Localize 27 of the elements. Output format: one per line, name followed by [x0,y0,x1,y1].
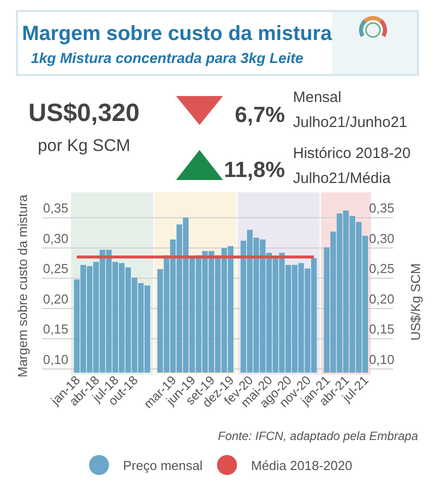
text: Histórico 2018-20 [293,145,411,162]
y2-axis-title: US$/Kg SCM [408,263,423,341]
legend-label: Média 2018-2020 [251,458,352,473]
y2-tick-label: 0,30 [369,230,394,246]
text: 11,8% [224,157,285,182]
y-tick-label: 0,30 [43,230,68,246]
y-tick-label: 0,10 [43,352,68,367]
y2-tick-label: 0,10 [369,352,394,367]
y-tick-label: 0,25 [43,261,68,276]
y-tick-label: 0,15 [43,322,68,337]
y2-tick-label: 0,20 [369,291,394,306]
y-axis-title: Margem sobre custo da mistura [15,194,30,378]
text: Julho21/Média [293,170,392,187]
y2-tick-label: 0,25 [369,261,394,276]
text: por Kg SCM [38,136,130,155]
y-tick-label: 0,35 [43,200,68,216]
y2-tick-label: 0,35 [369,200,394,216]
legend-label: Preço mensal [123,458,203,473]
chart-subtitle: 1kg Mistura concentrada para 3kg Leite [31,51,304,67]
source-note: Fonte: IFCN, adaptado pela Embrapa [218,429,418,443]
chart-title: Margem sobre custo da mistura [22,22,332,45]
text: Mensal [293,89,342,106]
text: Julho21/Junho21 [293,114,408,131]
text: 6,7% [234,102,285,127]
text: US$0,320 [28,99,140,127]
y-tick-label: 0,20 [43,291,68,306]
y2-tick-label: 0,15 [369,322,394,337]
